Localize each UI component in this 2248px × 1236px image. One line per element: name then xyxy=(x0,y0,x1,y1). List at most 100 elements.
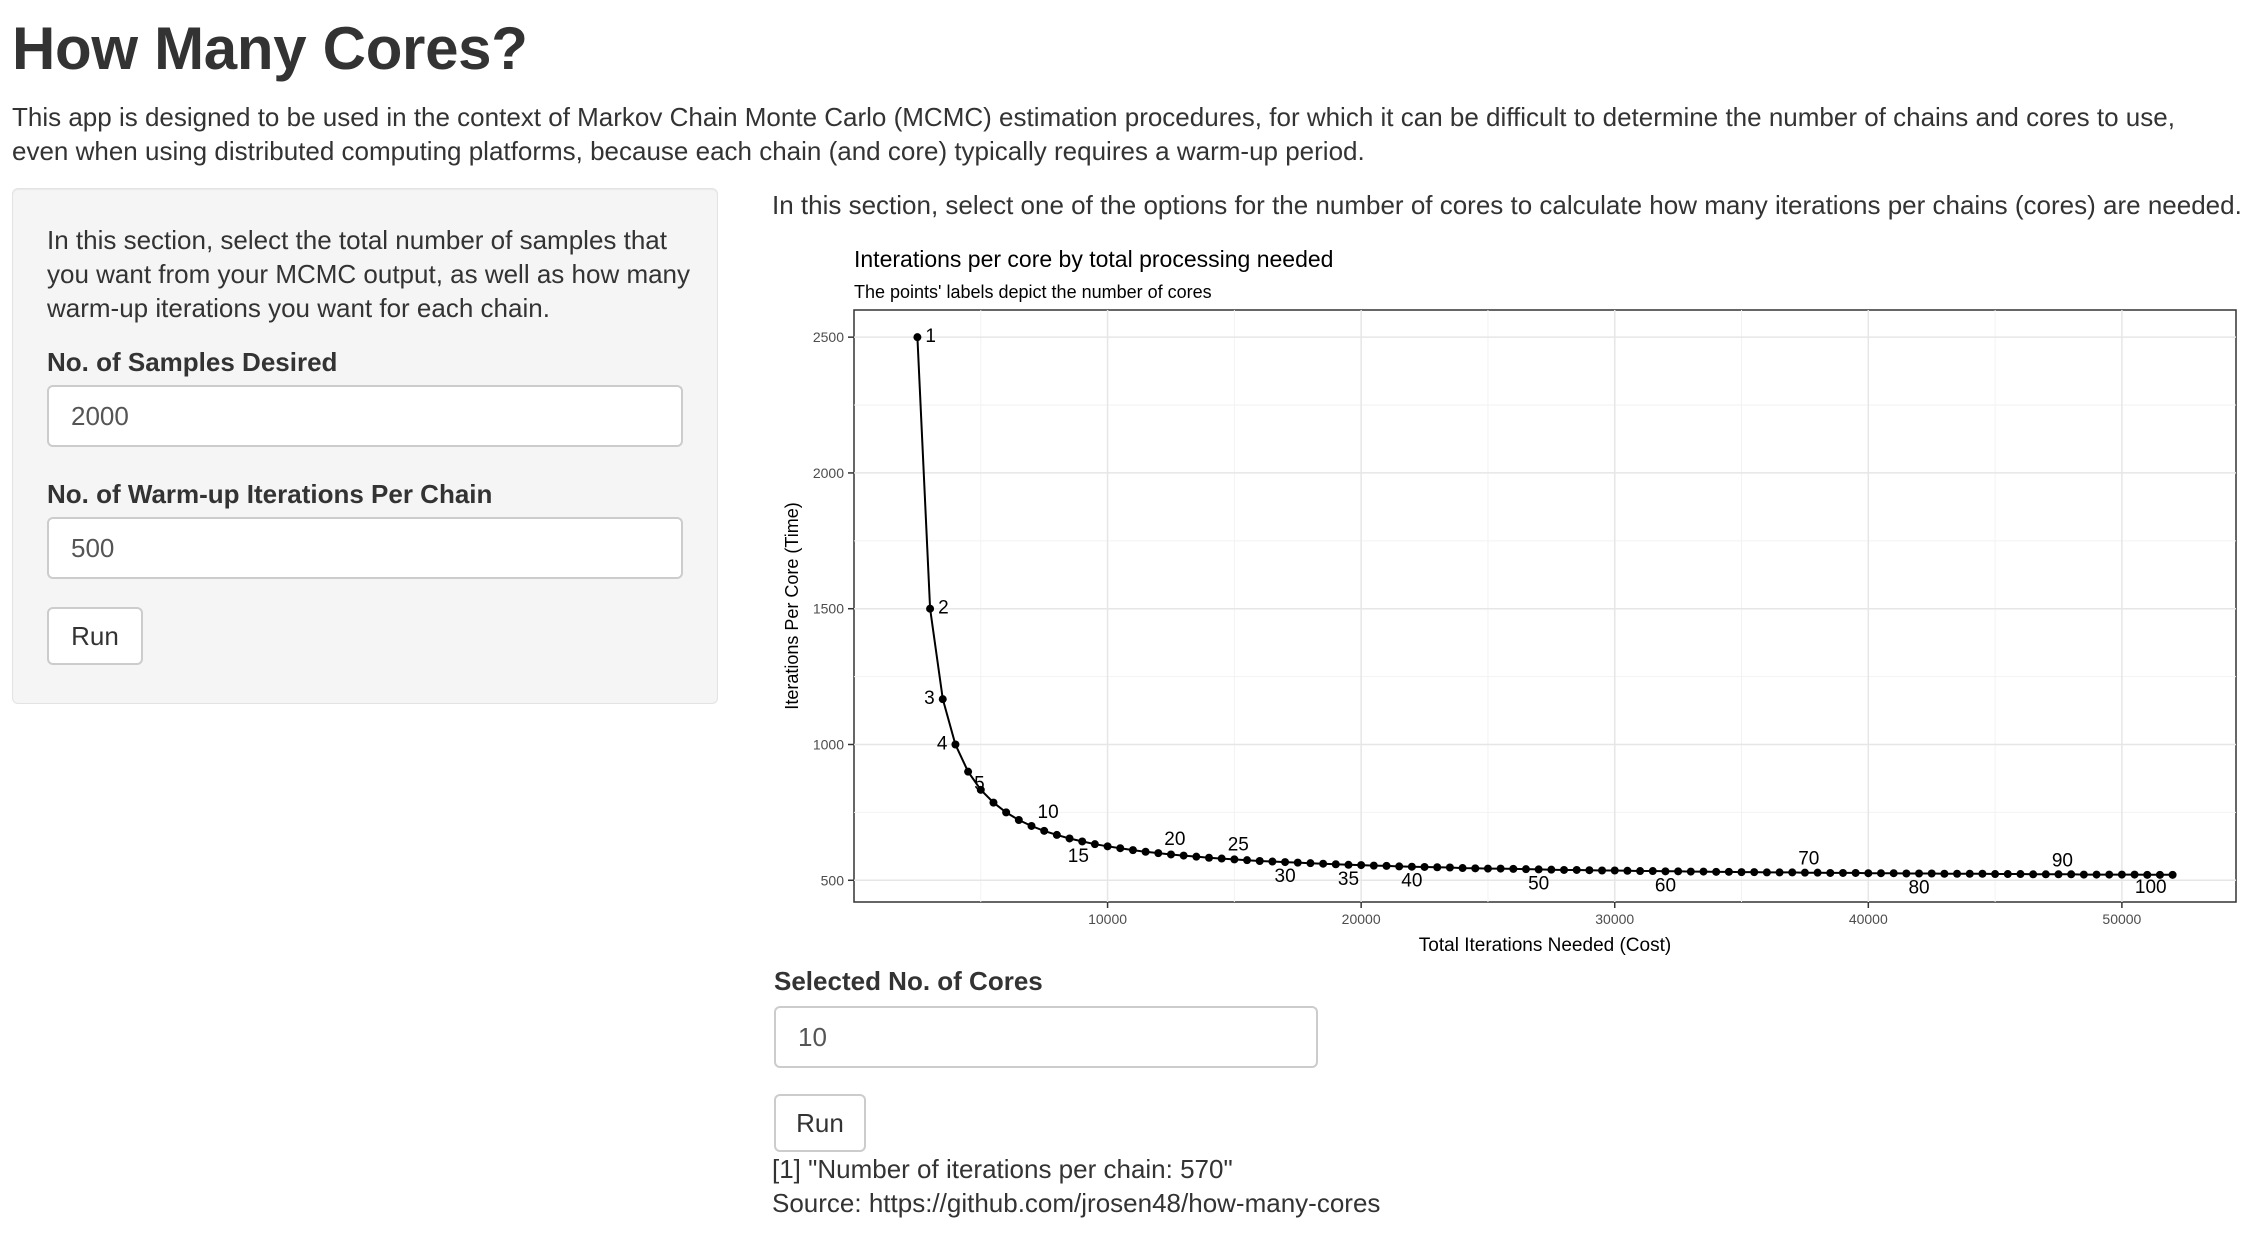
intro-text: This app is designed to be used in the c… xyxy=(12,102,2175,166)
chart-container: Interations per core by total processing… xyxy=(772,236,2248,956)
x-tick-label: 40000 xyxy=(1849,911,1888,927)
y-axis-label: Iterations Per Core (Time) xyxy=(782,502,802,709)
data-point xyxy=(989,798,998,807)
data-point xyxy=(1369,861,1378,870)
point-label: 40 xyxy=(1401,871,1422,892)
data-point xyxy=(1407,862,1416,871)
point-labels: 1 2 3 4 5 10 15 20 25 30 35 40 50 60 70 80 90 100 xyxy=(924,326,2166,898)
data-point xyxy=(1851,868,1860,877)
data-point xyxy=(1382,861,1391,870)
source-text: Source: https://github.com/jrosen48/how-… xyxy=(772,1188,1381,1218)
data-point xyxy=(2054,870,2063,879)
series-line xyxy=(916,337,2173,876)
cores-input[interactable]: 10 xyxy=(774,1006,1318,1068)
data-point xyxy=(1496,864,1505,873)
data-point xyxy=(1674,867,1683,876)
point-label: 3 xyxy=(924,688,935,709)
data-point xyxy=(1281,858,1290,867)
sidebar-panel: In this section, select the total number… xyxy=(12,188,718,704)
point-label: 2 xyxy=(938,598,949,619)
axes: 10000 20000 30000 40000 50000 500 1000 1500 2000… xyxy=(813,329,2142,927)
data-points xyxy=(913,333,2177,879)
data-point xyxy=(1838,868,1847,877)
point-label: 4 xyxy=(937,733,948,754)
data-point xyxy=(1293,858,1302,867)
data-point xyxy=(1864,869,1873,878)
x-tick-label: 20000 xyxy=(1342,911,1381,927)
data-point xyxy=(1243,856,1252,865)
data-point xyxy=(1737,868,1746,877)
data-point xyxy=(1192,852,1201,861)
cores-label: Selected No. of Cores xyxy=(774,966,1043,996)
point-label: 20 xyxy=(1164,829,1185,850)
iterations-chart: Interations per core by total processing… xyxy=(782,246,2237,956)
data-point xyxy=(1433,863,1442,872)
data-point xyxy=(1052,830,1061,839)
data-point xyxy=(2117,870,2126,879)
data-point xyxy=(2079,870,2088,879)
data-point xyxy=(1230,855,1239,864)
data-point xyxy=(1319,859,1328,868)
data-point xyxy=(1483,864,1492,873)
data-point xyxy=(2092,870,2101,879)
y-tick-label: 500 xyxy=(821,872,845,888)
data-point xyxy=(2067,870,2076,879)
data-point xyxy=(1902,869,1911,878)
data-point xyxy=(1255,856,1264,865)
data-point xyxy=(1889,869,1898,878)
chart-subtitle: The points' labels depict the number of … xyxy=(854,282,1212,302)
data-point xyxy=(926,604,935,613)
data-point xyxy=(1978,869,1987,878)
main-description: In this section, select one of the optio… xyxy=(772,190,2242,220)
result-output: [1] "Number of iterations per chain: 570… xyxy=(772,1154,1233,1184)
data-point xyxy=(1027,821,1036,830)
data-point xyxy=(1636,867,1645,876)
cores-run-button[interactable]: Run xyxy=(774,1094,866,1152)
page-title: How Many Cores? xyxy=(12,15,528,82)
data-point xyxy=(2130,870,2139,879)
point-label: 50 xyxy=(1528,873,1549,894)
data-point xyxy=(1699,867,1708,876)
data-point xyxy=(2143,870,2152,879)
data-point xyxy=(1471,864,1480,873)
data-point xyxy=(1357,861,1366,870)
data-point xyxy=(2029,870,2038,879)
sidebar-run-button[interactable]: Run xyxy=(47,607,143,665)
data-point xyxy=(913,333,922,342)
data-point xyxy=(1166,850,1175,859)
point-label: 1 xyxy=(925,326,936,347)
data-point xyxy=(1217,854,1226,863)
data-point xyxy=(1420,862,1429,871)
data-point xyxy=(1344,860,1353,869)
data-point xyxy=(1585,866,1594,875)
data-point xyxy=(1509,864,1518,873)
data-point xyxy=(1002,808,1011,817)
point-label: 90 xyxy=(2052,850,2073,871)
warmup-input[interactable]: 500 xyxy=(47,517,683,579)
chart-title: Interations per core by total processing… xyxy=(854,246,1333,272)
data-point xyxy=(1078,837,1087,846)
y-tick-label: 2000 xyxy=(813,465,844,481)
y-tick-label: 1500 xyxy=(813,601,844,617)
data-point xyxy=(2105,870,2114,879)
point-label: 30 xyxy=(1275,866,1296,887)
data-point xyxy=(1762,868,1771,877)
data-point xyxy=(1876,869,1885,878)
data-point xyxy=(964,767,973,776)
data-point xyxy=(1813,868,1822,877)
point-label: 25 xyxy=(1228,835,1249,856)
samples-input[interactable]: 2000 xyxy=(47,385,683,447)
data-point xyxy=(1065,834,1074,843)
data-point xyxy=(1116,844,1125,853)
data-point xyxy=(1445,863,1454,872)
data-point xyxy=(1395,862,1404,871)
data-point xyxy=(1014,815,1023,824)
data-point xyxy=(1141,847,1150,856)
data-point xyxy=(1090,840,1099,849)
data-point xyxy=(1788,868,1797,877)
data-point xyxy=(1572,865,1581,874)
data-point xyxy=(1686,867,1695,876)
data-point xyxy=(1598,866,1607,875)
point-label: 60 xyxy=(1655,875,1676,896)
